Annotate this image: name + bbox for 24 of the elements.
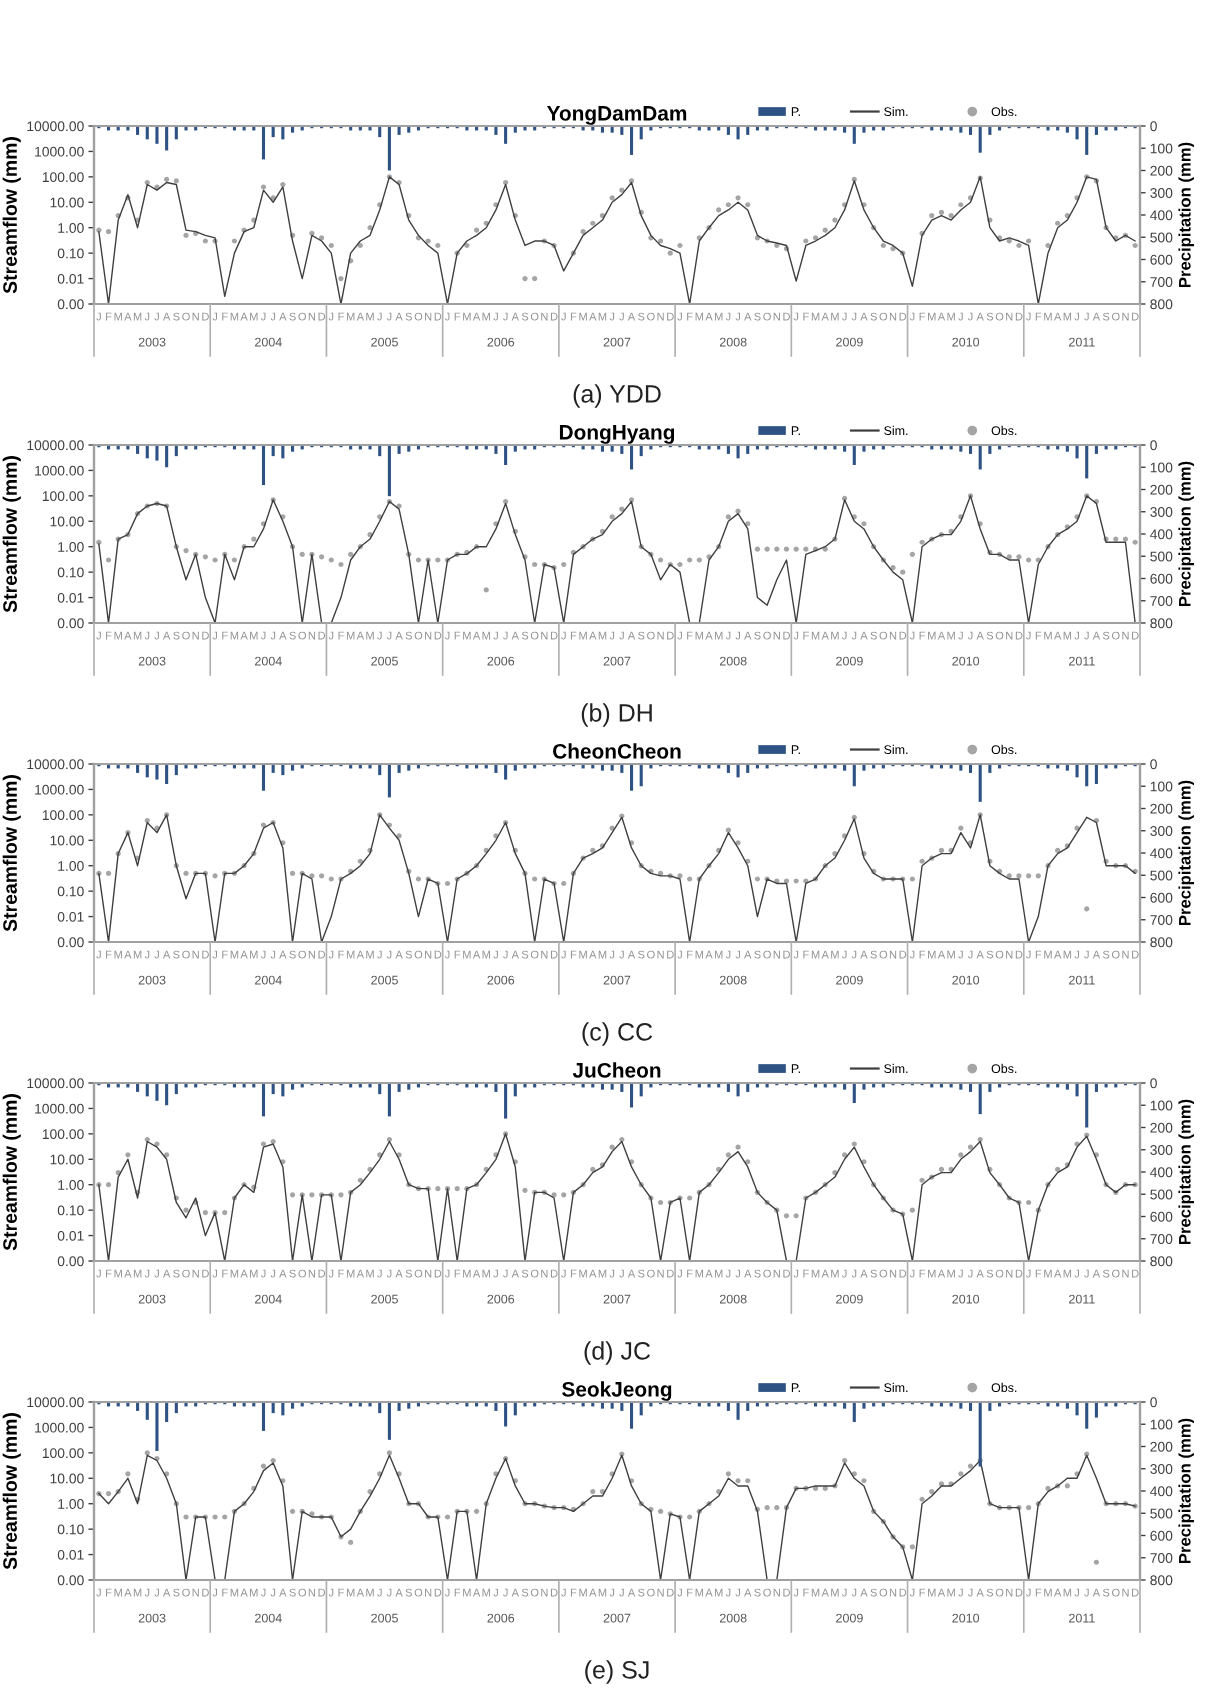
text: (a) YDD [573, 384, 661, 408]
line-series [98, 1133, 1136, 1261]
text: (d) JC [584, 1341, 651, 1365]
line-series [98, 814, 1136, 942]
chart-title: SeokJeong [562, 1381, 672, 1401]
y-axis-title: Streamflow (mm) [2, 1413, 21, 1570]
y2-axis-title: Precipitation (mm) [1178, 142, 1194, 288]
y2-axis-title: Precipitation (mm) [1178, 1418, 1194, 1564]
y-axis-title: Streamflow (mm) [2, 137, 21, 294]
y-axis-title: Streamflow (mm) [2, 1094, 21, 1251]
y-axis-title: Streamflow (mm) [2, 456, 21, 613]
chart-title: JuCheon [572, 1062, 661, 1078]
line-series [98, 176, 1136, 304]
text: (e) SJ [585, 1660, 649, 1684]
y-axis-title: Streamflow (mm) [2, 775, 21, 932]
y2-axis-title: Precipitation (mm) [1178, 780, 1194, 926]
y2-axis-title: Precipitation (mm) [1178, 1099, 1194, 1245]
chart-title: CheonCheon [553, 743, 681, 759]
text: (b) DH [581, 703, 652, 727]
text: (c) CC [582, 1022, 653, 1046]
chart-title: DongHyang [559, 425, 675, 444]
line-series [98, 495, 1136, 623]
chart-title: YongDamDam [546, 106, 687, 125]
y2-axis-title: Precipitation (mm) [1178, 461, 1194, 607]
